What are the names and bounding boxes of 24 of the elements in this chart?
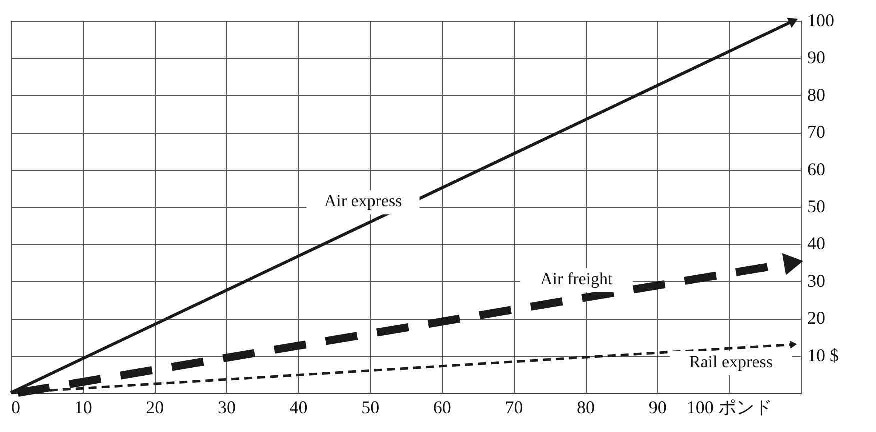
series-label: Air express (324, 192, 402, 211)
series-label: Air freight (540, 269, 614, 288)
x-tick-label: 10 (74, 398, 92, 418)
x-tick-label: 50 (362, 398, 380, 418)
x-tick-label: 100 ポンド (686, 398, 772, 418)
y-tick-label: 90 (808, 48, 826, 68)
y-tick-label: 60 (808, 159, 826, 180)
y-tick-label: 50 (808, 196, 826, 216)
x-tick-label: 20 (146, 398, 164, 418)
y-tick-label: 100 (808, 10, 834, 30)
y-tick-label: 40 (808, 234, 826, 254)
y-tick-label: 80 (808, 84, 826, 105)
x-tick-label: 90 (648, 398, 667, 418)
x-tick-label: 30 (218, 398, 236, 418)
x-tick-label: 60 (433, 398, 452, 418)
y-tick-label: 30 (808, 270, 826, 291)
x-tick-label: 40 (290, 398, 308, 418)
series-label: Rail express (689, 352, 773, 372)
x-tick-label: 80 (577, 398, 596, 418)
y-tick-label: 20 (808, 308, 826, 328)
x-tick-label: 0 (12, 398, 20, 418)
y-tick-label: 70 (808, 122, 826, 142)
x-tick-label: 70 (505, 398, 524, 418)
y-tick-label: 10 $ (808, 345, 839, 366)
